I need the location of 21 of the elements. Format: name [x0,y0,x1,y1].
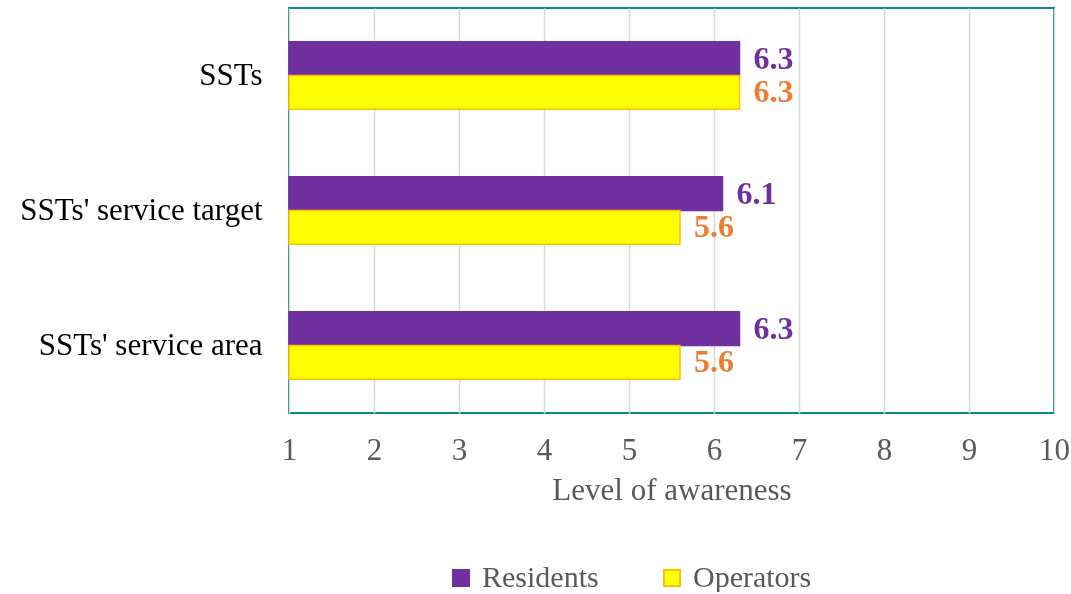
data-label: 6.3 [753,309,794,346]
y-tick-label: SSTs' service target [20,191,263,227]
data-label: 6.3 [753,73,794,110]
x-axis-title: Level of awareness [552,471,792,507]
x-tick-label: 8 [876,431,893,467]
x-tick-label: 10 [1039,431,1070,467]
y-tick-label: SSTs [199,56,263,92]
x-tick-label: 6 [706,431,723,467]
legend-label: Residents [482,560,599,593]
data-label: 6.3 [753,39,794,76]
data-label: 6.1 [736,174,777,211]
x-tick-label: 2 [366,431,383,467]
x-tick-label: 3 [451,431,468,467]
x-tick-label: 5 [621,431,638,467]
data-label: 5.6 [694,343,734,380]
x-tick-label: 7 [791,431,808,467]
x-tick-label: 1 [281,431,298,467]
x-tick-label: 4 [536,431,553,467]
data-label: 5.6 [694,208,734,245]
y-tick-label: SSTs' service area [38,326,263,362]
x-tick-label: 9 [961,431,978,467]
